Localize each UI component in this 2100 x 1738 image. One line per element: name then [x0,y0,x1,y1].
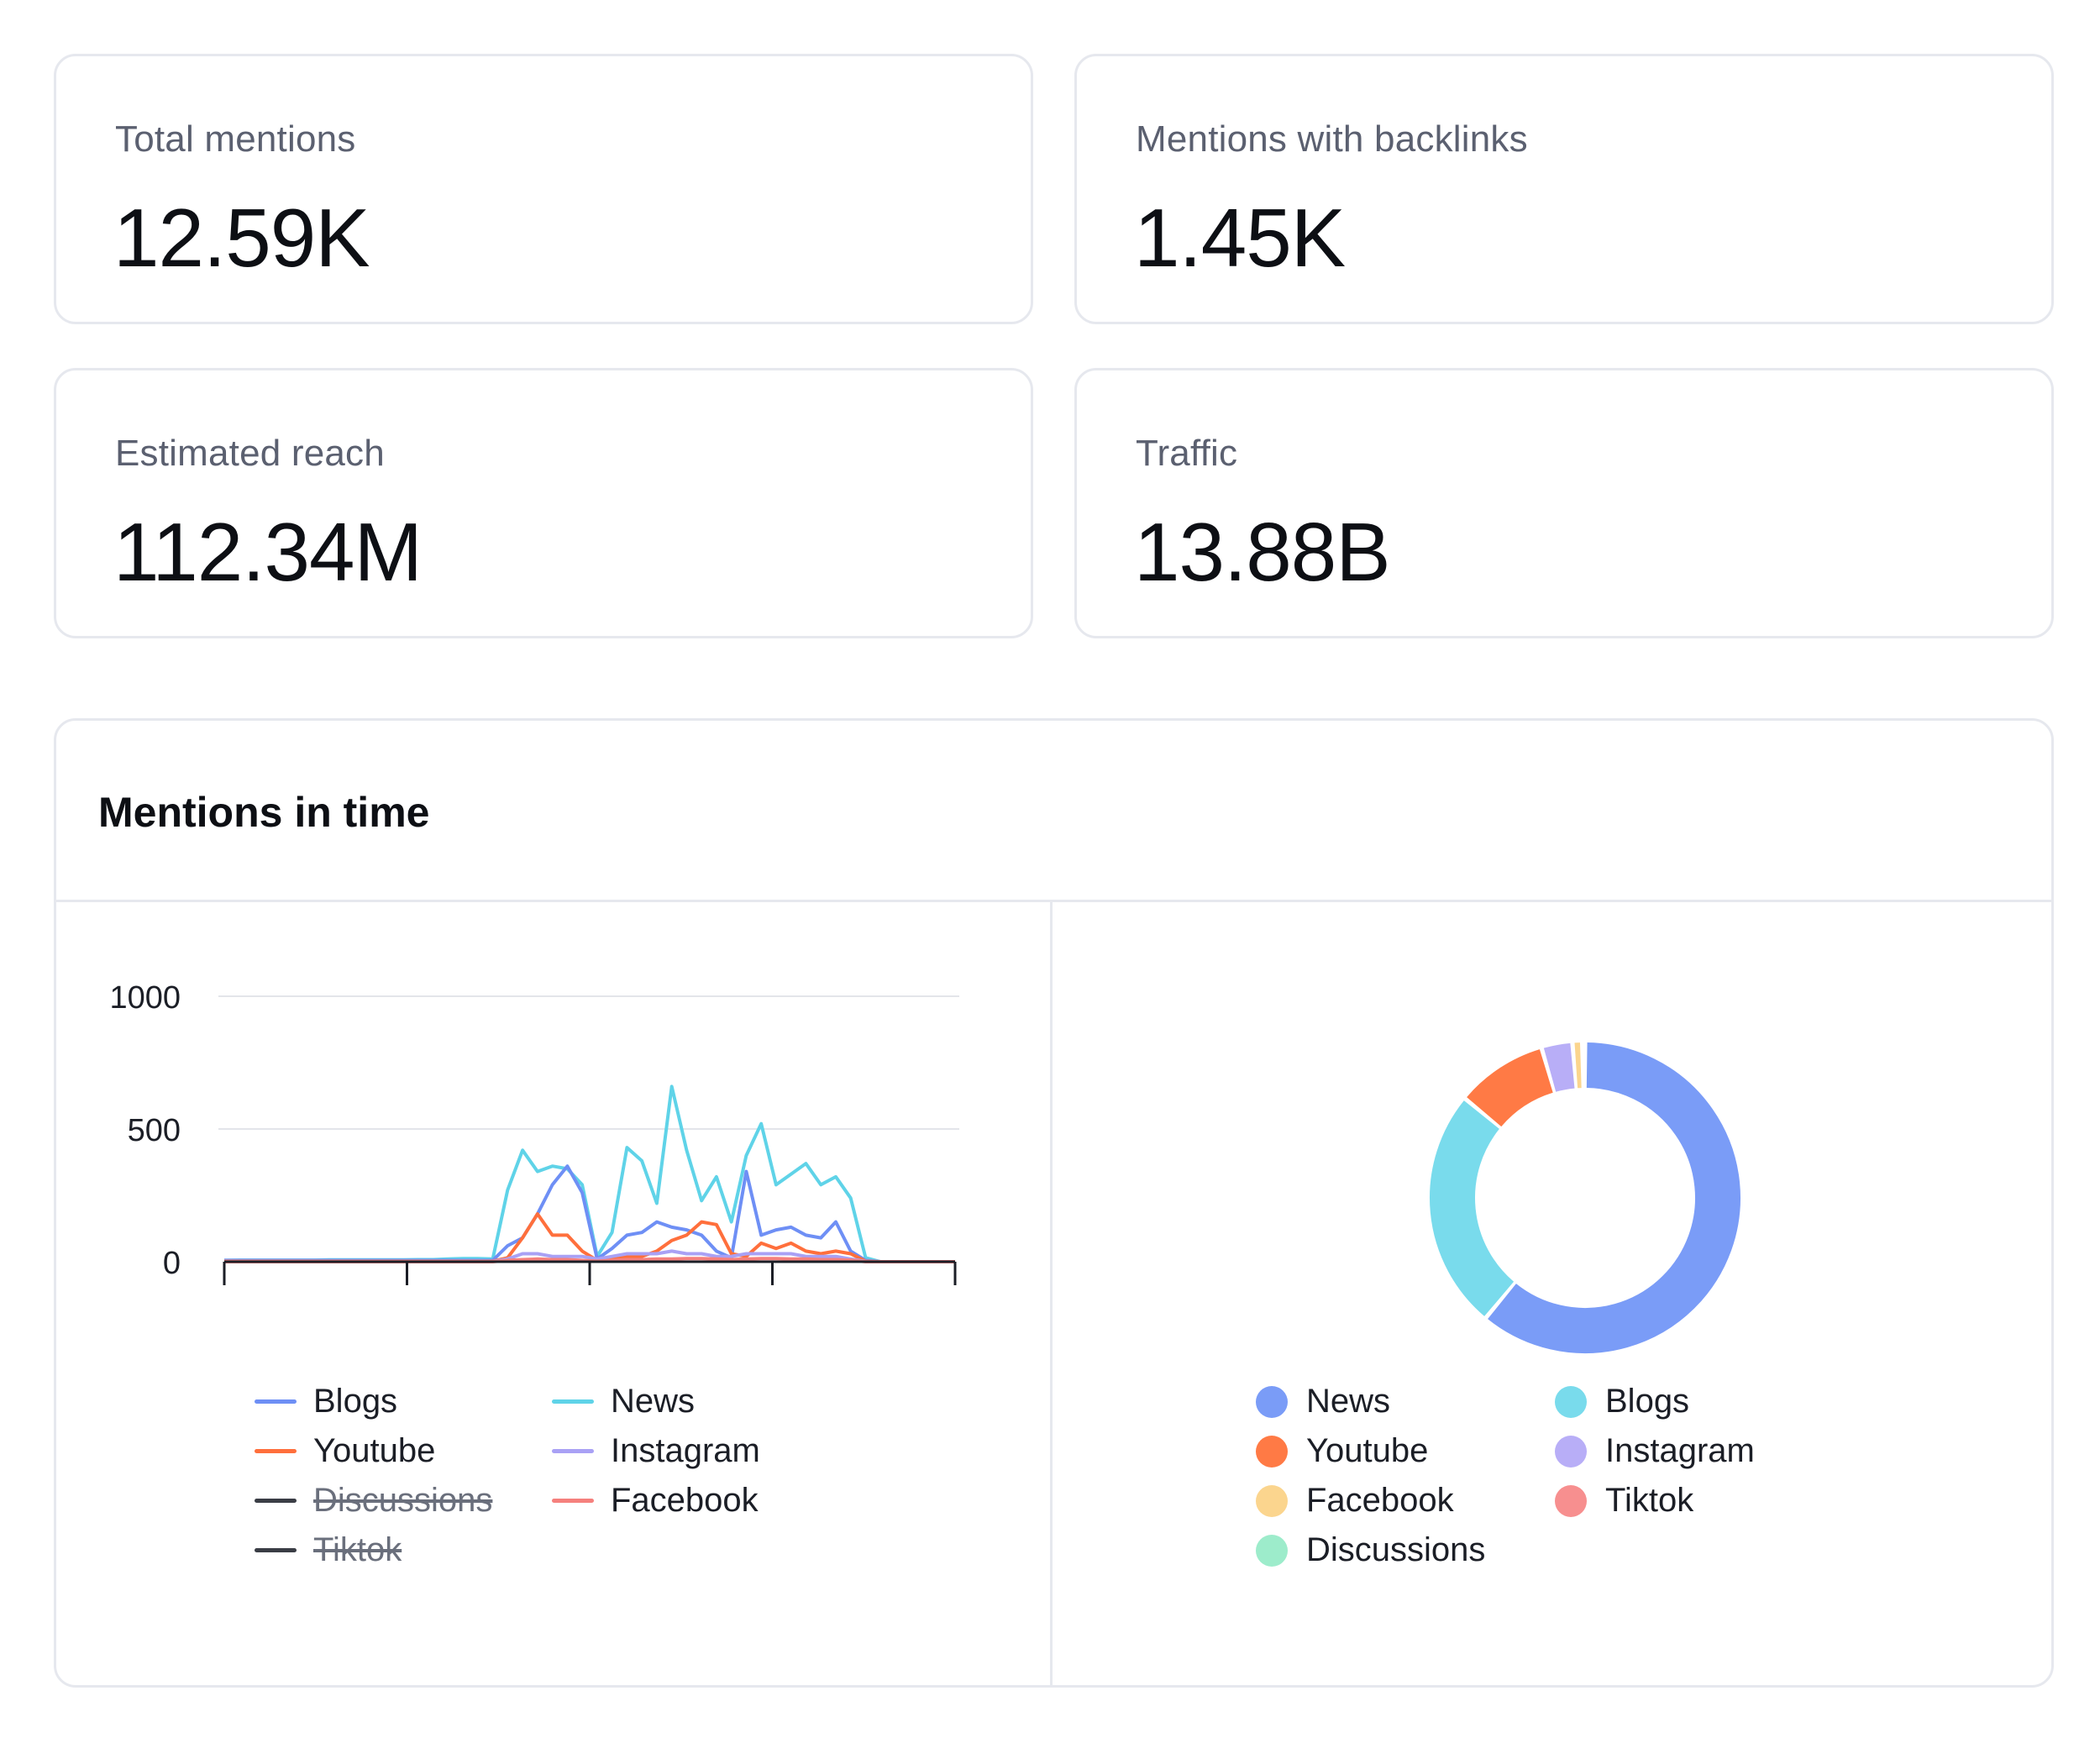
panel-title: Mentions in time [98,789,430,836]
panel-divider [56,900,2051,902]
legend-dot-swatch [1256,1484,1288,1517]
legend-label: Blogs [313,1383,398,1420]
total-mentions-value: 12.59K [113,192,370,284]
line-legend-item-instagram[interactable]: Instagram [552,1432,760,1470]
legend-dot-swatch [1256,1385,1288,1418]
legend-label: Discussions [313,1482,493,1519]
legend-label: News [611,1383,696,1420]
line-legend-item-news[interactable]: News [552,1383,695,1420]
legend-label: Tiktok [1605,1482,1694,1519]
legend-line-swatch [552,1399,594,1404]
donut-slice-youtube[interactable] [1467,1049,1554,1127]
donut-legend-item-discussions[interactable]: Discussions [1256,1531,1485,1569]
legend-dot-swatch [1555,1435,1587,1468]
total-mentions-card: Total mentions 12.59K [54,54,1033,324]
estimated-reach-value: 112.34M [113,506,423,598]
legend-label: Youtube [313,1432,436,1469]
estimated-reach-card: Estimated reach 112.34M [54,368,1033,638]
donut-legend-item-blogs[interactable]: Blogs [1555,1383,1689,1420]
donut-slice-news[interactable] [1488,1042,1740,1353]
legend-dot-swatch [1256,1534,1288,1567]
donut-slice-blogs[interactable] [1430,1100,1515,1316]
legend-dot-swatch [1555,1484,1587,1517]
line-legend-item-facebook[interactable]: Facebook [552,1482,759,1520]
series-line-news[interactable] [223,1084,955,1263]
legend-line-swatch [552,1499,594,1503]
legend-label: Instagram [611,1432,760,1469]
backlinks-value: 1.45K [1134,192,1346,284]
traffic-label: Traffic [1136,433,1238,474]
mentions-in-time-panel: Mentions in time 10005000Jan 2023May 202… [54,718,2054,1688]
y-tick-label: 500 [128,1113,181,1148]
donut-legend-item-instagram[interactable]: Instagram [1555,1432,1755,1470]
legend-label: Facebook [1306,1482,1454,1519]
legend-line-swatch [552,1449,594,1453]
source-share-donut-chart [1430,1042,1740,1353]
donut-legend-item-news[interactable]: News [1256,1383,1390,1420]
legend-line-swatch [255,1548,297,1552]
backlinks-label: Mentions with backlinks [1136,118,1528,160]
line-legend-item-youtube[interactable]: Youtube [255,1432,435,1470]
y-tick-label: 0 [163,1246,181,1281]
estimated-reach-label: Estimated reach [115,433,385,474]
y-tick-label: 1000 [109,980,181,1016]
legend-label: News [1306,1383,1391,1420]
legend-label: Blogs [1605,1383,1690,1420]
legend-label: Instagram [1605,1432,1755,1469]
legend-label: Facebook [611,1482,759,1519]
legend-label: Youtube [1306,1432,1429,1469]
legend-label: Discussions [1306,1531,1486,1568]
total-mentions-label: Total mentions [115,118,356,160]
legend-dot-swatch [1555,1385,1587,1418]
legend-line-swatch [255,1449,297,1453]
line-legend-item-discussions[interactable]: Discussions [255,1482,492,1520]
donut-legend-item-facebook[interactable]: Facebook [1256,1482,1454,1520]
donut-legend-item-youtube[interactable]: Youtube [1256,1432,1428,1470]
traffic-value: 13.88B [1134,506,1391,598]
mentions-line-chart: 10005000Jan 2023May 202 [109,980,959,1285]
line-legend-item-tiktok[interactable]: Tiktok [255,1531,402,1569]
panel-vertical-divider [1050,902,1053,1685]
legend-label: Tiktok [313,1531,402,1568]
legend-dot-swatch [1256,1435,1288,1468]
legend-line-swatch [255,1499,297,1503]
donut-slice-instagram[interactable] [1543,1042,1576,1092]
line-legend-item-blogs[interactable]: Blogs [255,1383,397,1420]
donut-legend-item-tiktok[interactable]: Tiktok [1555,1482,1693,1520]
backlinks-card: Mentions with backlinks 1.45K [1074,54,2054,324]
traffic-card: Traffic 13.88B [1074,368,2054,638]
legend-line-swatch [255,1399,297,1404]
